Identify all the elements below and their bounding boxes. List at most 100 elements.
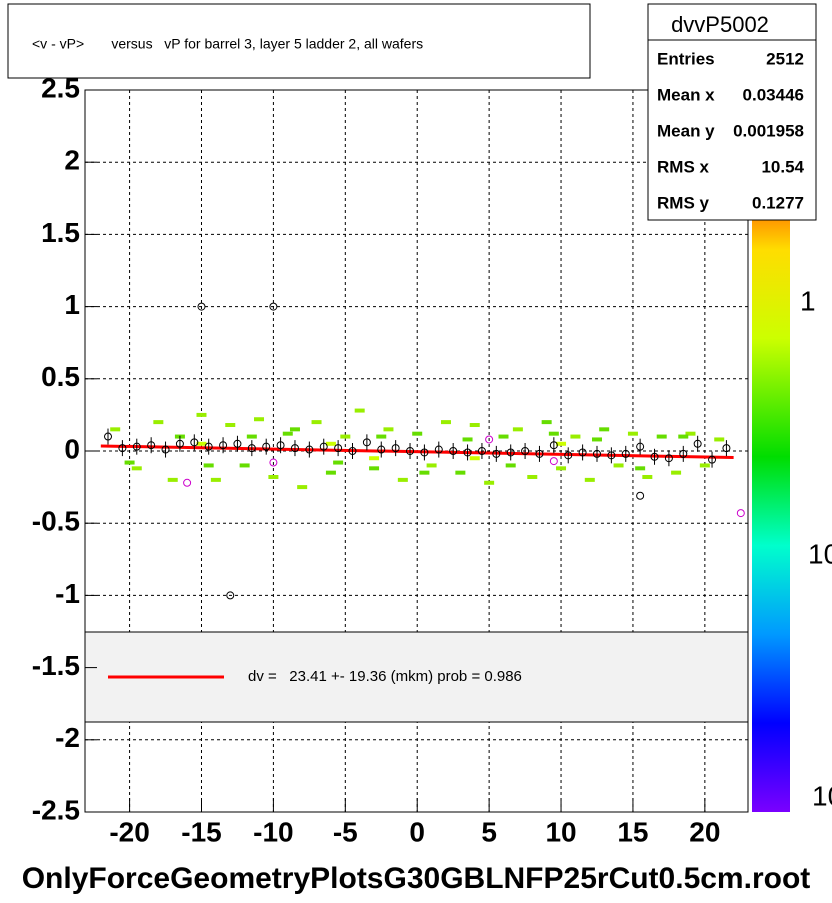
point xyxy=(549,441,558,450)
point xyxy=(197,302,206,311)
heat-cell xyxy=(110,427,121,432)
heat-cell xyxy=(297,485,308,490)
point xyxy=(485,435,494,444)
point xyxy=(269,302,278,311)
stats-label: Entries xyxy=(657,49,715,68)
palette-label: 10 xyxy=(808,538,832,569)
heat-cell xyxy=(671,470,682,475)
heat-cell xyxy=(124,460,135,465)
heat-cell xyxy=(685,431,696,436)
point xyxy=(175,439,184,448)
heat-cell xyxy=(268,474,279,479)
heat-cell xyxy=(613,463,624,468)
title-box xyxy=(7,3,591,79)
heat-cell xyxy=(556,466,567,471)
heat-cell xyxy=(246,434,257,439)
point xyxy=(147,441,156,450)
y-tick-label: 1 xyxy=(64,289,80,320)
point xyxy=(736,509,745,518)
stats-label: Mean y xyxy=(657,121,715,140)
point xyxy=(708,455,717,464)
x-tick-label: 5 xyxy=(481,816,497,847)
heat-cell xyxy=(369,466,380,471)
point xyxy=(348,447,357,455)
y-tick-label: -2 xyxy=(55,722,80,753)
heat-cell xyxy=(289,427,300,432)
point xyxy=(132,442,141,451)
stats-label: RMS y xyxy=(657,193,710,212)
heat-cell xyxy=(599,427,610,432)
x-tick-label: 10 xyxy=(545,816,576,847)
x-tick-label: 15 xyxy=(617,816,648,847)
heat-cell xyxy=(642,474,653,479)
point xyxy=(722,444,731,453)
y-tick-label: -1.5 xyxy=(32,650,80,681)
point xyxy=(377,445,386,454)
chart-title: <v - vP> versus vP for barrel 3, layer 5… xyxy=(32,36,423,52)
heat-cell xyxy=(333,460,344,465)
heat-cell xyxy=(153,420,164,425)
point xyxy=(334,444,343,453)
heat-cell xyxy=(225,423,236,428)
point xyxy=(650,452,659,461)
x-tick-label: -5 xyxy=(333,816,358,847)
point xyxy=(420,448,429,457)
palette xyxy=(752,220,790,812)
point xyxy=(226,591,235,600)
point xyxy=(276,441,285,450)
point xyxy=(161,445,170,454)
point xyxy=(449,447,458,455)
heat-cell xyxy=(440,420,451,425)
stats-value: 2512 xyxy=(766,49,804,68)
heat-cell xyxy=(419,470,430,475)
point xyxy=(247,444,256,453)
heat-cell xyxy=(527,474,538,479)
point xyxy=(305,445,314,454)
palette-label: 1 xyxy=(800,285,816,316)
point xyxy=(492,449,501,458)
y-tick-label: 0 xyxy=(64,433,80,464)
heat-cell xyxy=(325,470,336,475)
x-tick-label: -15 xyxy=(181,816,221,847)
point xyxy=(521,447,530,455)
point xyxy=(693,439,702,448)
point xyxy=(269,458,278,467)
heat-cell xyxy=(455,470,466,475)
heat-cell xyxy=(239,463,250,468)
point xyxy=(463,448,472,457)
heat-cell xyxy=(282,431,293,436)
heat-cell xyxy=(627,431,638,436)
heat-cell xyxy=(369,456,380,461)
point xyxy=(636,491,645,500)
stats-label: Mean x xyxy=(657,85,715,104)
x-tick-label: 0 xyxy=(409,816,425,847)
stats-value: 0.001958 xyxy=(733,121,804,140)
heat-cell xyxy=(354,408,365,413)
heat-cell xyxy=(570,434,581,439)
point xyxy=(104,432,113,441)
point xyxy=(636,442,645,451)
stats-value: 0.03446 xyxy=(743,85,804,104)
point xyxy=(477,447,486,455)
fit-line xyxy=(100,444,734,459)
heat-cell xyxy=(678,434,689,439)
point xyxy=(219,441,228,450)
point xyxy=(406,447,415,455)
heat-cell xyxy=(505,463,516,468)
point xyxy=(535,449,544,458)
heat-cell xyxy=(484,480,495,485)
y-tick-label: 2 xyxy=(64,145,80,176)
heat-cell xyxy=(469,456,480,461)
heat-cell xyxy=(203,463,214,468)
heat-cell xyxy=(556,441,567,446)
x-tick-label: -10 xyxy=(253,816,293,847)
point xyxy=(362,438,371,447)
point xyxy=(118,444,127,453)
heat-cell xyxy=(311,420,322,425)
point xyxy=(679,449,688,458)
heat-cell xyxy=(376,434,387,439)
x-tick-label: -20 xyxy=(109,816,149,847)
heat-cell xyxy=(469,423,480,428)
heat-cell xyxy=(340,434,351,439)
